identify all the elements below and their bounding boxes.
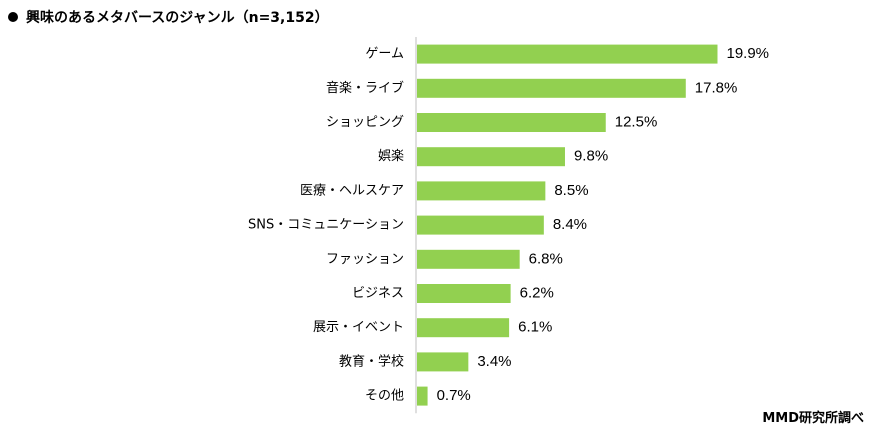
bar: [417, 318, 510, 338]
category-label: 娯楽: [378, 148, 404, 164]
category-label: ビジネス: [352, 286, 404, 301]
value-label: 6.2%: [520, 284, 554, 301]
category-label: 教育・学校: [339, 353, 404, 369]
bar: [417, 249, 520, 269]
chart-title-row: 興味のあるメタバースのジャンル（n=3,152）: [8, 6, 329, 28]
source-note: MMD研究所調べ: [762, 411, 864, 426]
value-label: 8.5%: [554, 182, 588, 199]
category-label: ファッション: [326, 252, 404, 267]
bar: [417, 284, 511, 303]
value-label: 3.4%: [477, 353, 511, 370]
category-label: その他: [365, 389, 404, 404]
bar: [417, 44, 718, 64]
category-label: 展示・イベント: [313, 320, 404, 335]
category-label: ショッピング: [326, 115, 404, 130]
bar: [417, 113, 606, 132]
bar: [417, 181, 546, 201]
value-label: 0.7%: [437, 387, 471, 404]
category-label: 音楽・ライブ: [326, 80, 404, 96]
value-label: 17.8%: [695, 79, 738, 96]
bullet-icon: [8, 12, 18, 22]
category-label: SNS・コミュニケーション: [248, 218, 404, 233]
value-label: 19.9%: [726, 45, 769, 62]
value-label: 12.5%: [615, 113, 658, 130]
value-label: 9.8%: [574, 148, 608, 165]
bar: [417, 215, 544, 235]
bar: [417, 147, 565, 167]
value-label: 6.8%: [529, 250, 563, 267]
bar: [417, 352, 469, 372]
category-label: ゲーム: [365, 47, 404, 62]
bar: [417, 78, 686, 98]
bar: [417, 386, 428, 406]
category-label: 医療・ヘルスケア: [300, 183, 404, 198]
value-label: 8.4%: [553, 216, 587, 233]
chart-title: 興味のあるメタバースのジャンル（n=3,152）: [26, 10, 329, 26]
value-label: 6.1%: [518, 319, 552, 336]
